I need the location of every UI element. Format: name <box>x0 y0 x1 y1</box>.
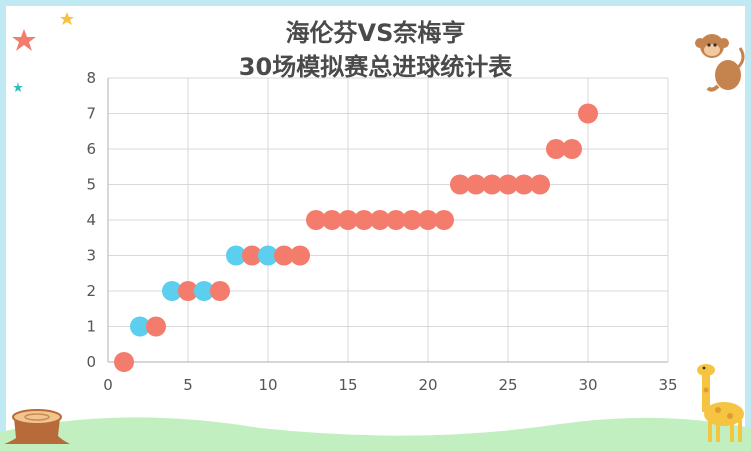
data-point <box>242 245 262 266</box>
data-point <box>226 245 246 266</box>
y-tick-label: 6 <box>86 140 96 158</box>
x-tick-label: 15 <box>338 376 357 394</box>
data-point <box>306 210 326 230</box>
y-tick-label: 2 <box>86 282 96 300</box>
tree-stump-icon <box>4 409 70 444</box>
data-point <box>450 174 470 195</box>
y-tick-label: 3 <box>86 247 96 265</box>
x-tick-label: 35 <box>658 376 677 394</box>
chart-title-line1: 海伦芬VS奈梅亨 <box>285 19 466 47</box>
data-point <box>530 174 550 195</box>
data-point <box>354 210 374 230</box>
data-point <box>498 174 518 195</box>
data-point <box>322 210 342 230</box>
data-point <box>274 245 294 266</box>
grass-ground <box>0 417 751 451</box>
data-point <box>514 174 534 195</box>
data-point <box>434 210 454 230</box>
star-icon <box>13 82 23 92</box>
data-point <box>466 174 486 195</box>
x-tick-label: 30 <box>578 376 597 394</box>
data-point <box>418 210 438 230</box>
data-point <box>146 316 166 337</box>
y-tick-label: 1 <box>86 318 96 336</box>
chart-title-line2: 30场模拟赛总进球统计表 <box>238 53 513 81</box>
x-tick-label: 0 <box>103 376 113 394</box>
data-point <box>402 210 422 230</box>
y-tick-label: 4 <box>86 211 96 229</box>
data-point <box>114 352 134 372</box>
data-point <box>386 210 406 230</box>
data-points <box>114 103 598 372</box>
data-point <box>482 174 502 195</box>
data-point <box>338 210 358 230</box>
data-point <box>162 281 182 301</box>
y-tick-label: 8 <box>86 69 96 87</box>
data-point <box>178 281 198 301</box>
x-tick-label: 25 <box>498 376 517 394</box>
x-tick-label: 5 <box>183 376 193 394</box>
y-tick-label: 5 <box>86 176 96 194</box>
data-point <box>194 281 214 301</box>
axes <box>107 78 668 363</box>
giraffe-icon <box>697 364 744 442</box>
data-point <box>370 210 390 230</box>
data-point <box>210 281 230 301</box>
x-tick-label: 20 <box>418 376 437 394</box>
x-axis-ticks: 0 5 10 15 20 25 30 35 <box>103 376 677 394</box>
data-point <box>130 316 150 337</box>
data-point <box>546 139 566 159</box>
x-tick-label: 10 <box>258 376 277 394</box>
star-icon <box>60 12 74 25</box>
data-point <box>578 103 598 124</box>
y-tick-label: 7 <box>86 105 96 123</box>
y-tick-label: 0 <box>86 353 96 371</box>
data-point <box>290 245 310 266</box>
data-point <box>562 139 582 159</box>
y-axis-ticks: 0 1 2 3 4 5 6 7 8 <box>86 69 96 371</box>
data-point <box>258 245 278 266</box>
star-icon <box>12 29 36 51</box>
monkey-icon <box>695 34 745 92</box>
